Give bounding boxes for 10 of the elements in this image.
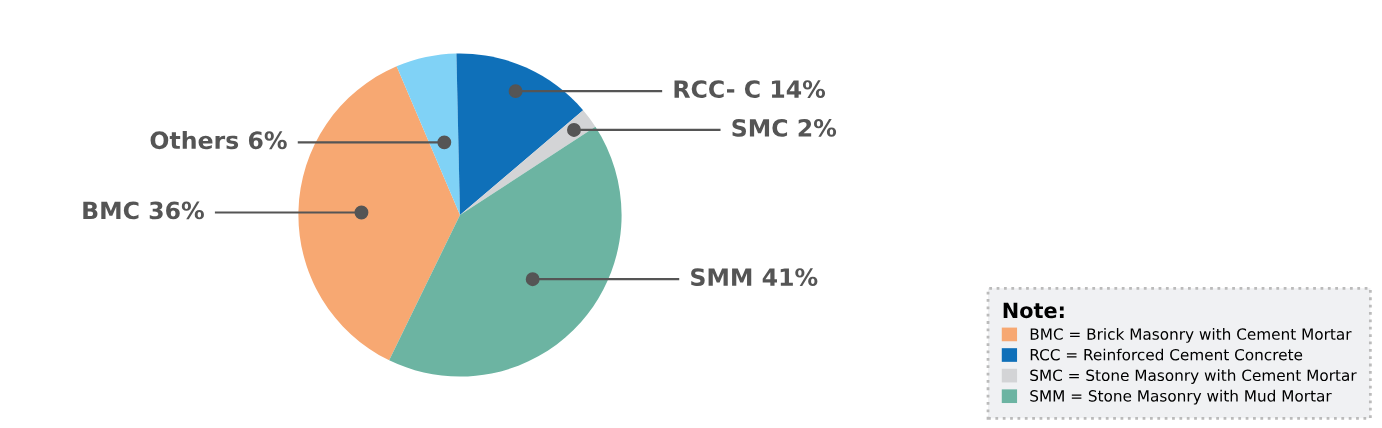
slice-label: BMC 36%	[83, 201, 204, 220]
text: BMC = Brick Masonry with Cement Mortar	[1030, 328, 1352, 343]
text: SMC = Stone Masonry with Cement Mortar	[1030, 369, 1357, 385]
slice-label: Others 6%	[150, 130, 287, 150]
legend-title: Note:	[1003, 302, 1064, 319]
text: RCC = Reinforced Cement Concrete	[1030, 348, 1303, 361]
slice-label: SMC 2%	[732, 118, 837, 137]
slice-label: RCC- C 14%	[674, 80, 826, 99]
text: SMM = Stone Masonry with Mud Mortar	[1030, 389, 1332, 405]
slice-label: SMM 41%	[691, 268, 818, 287]
